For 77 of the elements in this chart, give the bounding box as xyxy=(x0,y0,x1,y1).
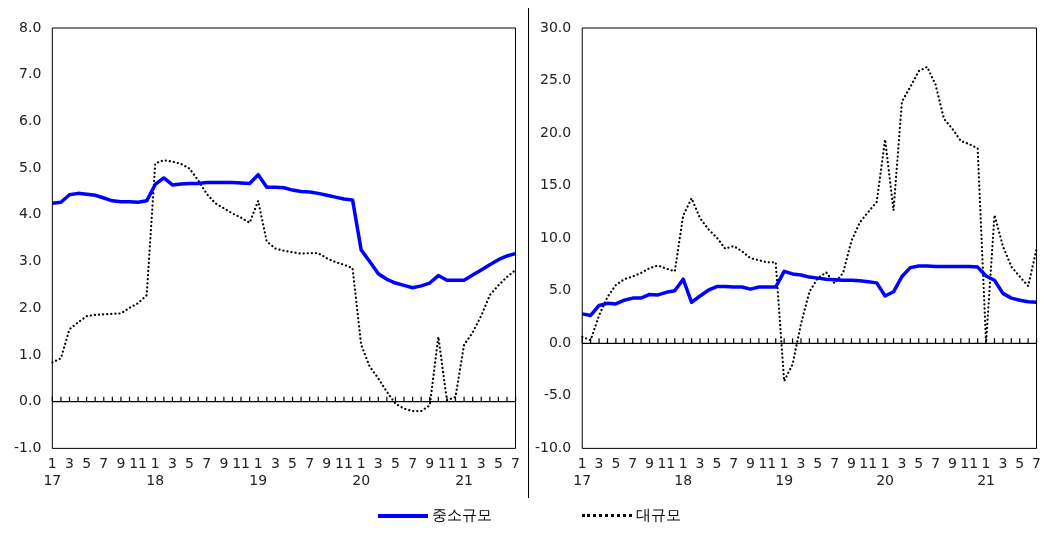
y-tick-label: 6.0 xyxy=(19,112,42,129)
x-tick-label: 1 18 xyxy=(674,455,693,489)
x-tick-label: 7 xyxy=(305,455,315,472)
x-tick-label: 1 21 xyxy=(455,455,473,489)
y-tick-label: 8.0 xyxy=(19,18,42,35)
y-tick-label: 30.0 xyxy=(540,18,572,35)
x-tick-label: 9 xyxy=(425,455,435,472)
x-tick-label: 7 xyxy=(729,455,739,472)
x-tick-label: 3 xyxy=(270,455,280,472)
y-tick-label: 3.0 xyxy=(19,252,42,269)
x-tick-label: 11 xyxy=(859,455,878,472)
x-tick-label: 7 xyxy=(931,455,941,472)
y-tick-label: 0.0 xyxy=(19,392,42,409)
x-tick-label: 5 xyxy=(914,455,924,472)
x-tick-label: 5 xyxy=(390,455,400,472)
x-tick-label: 9 xyxy=(219,455,229,472)
x-tick-label: 5 xyxy=(493,455,503,472)
x-tick-label: 9 xyxy=(645,455,654,472)
x-tick-label: 11 xyxy=(657,455,676,472)
x-tick-label: 1 17 xyxy=(573,455,592,489)
y-tick-label: -1.0 xyxy=(13,439,42,456)
x-tick-label: 9 xyxy=(746,455,755,472)
x-tick-label: 3 xyxy=(796,455,806,472)
x-tick-label: 3 xyxy=(167,455,177,472)
x-tick-label: 9 xyxy=(116,455,126,472)
x-tick-label: 1 20 xyxy=(352,455,371,489)
y-tick-label: 15.0 xyxy=(540,176,572,193)
x-tick-label: 7 xyxy=(628,455,638,472)
x-tick-label: 3 xyxy=(695,455,705,472)
x-tick-label: 3 xyxy=(373,455,383,472)
x-tick-label: 11 xyxy=(758,455,777,472)
y-tick-label: 5.0 xyxy=(548,281,572,298)
x-tick-label: 5 xyxy=(1015,455,1025,472)
y-tick-label: -10.0 xyxy=(534,439,572,456)
x-tick-label: 11 xyxy=(335,455,353,472)
y-tick-label: -5.0 xyxy=(543,386,572,403)
legend-label: 대규모 xyxy=(636,506,681,525)
x-tick-label: 9 xyxy=(846,455,856,472)
x-tick-label: 11 xyxy=(438,455,456,472)
x-tick-label: 1 19 xyxy=(249,455,268,489)
x-tick-label: 7 xyxy=(830,455,840,472)
x-tick-label: 7 xyxy=(511,455,521,472)
y-tick-label: 5.0 xyxy=(19,158,42,175)
y-tick-label: 2.0 xyxy=(19,298,42,315)
legend-label: 중소규모 xyxy=(432,506,492,525)
x-tick-label: 3 xyxy=(897,455,907,472)
x-tick-label: 9 xyxy=(947,455,957,472)
y-tick-label: 20.0 xyxy=(540,123,572,140)
x-tick-label: 5 xyxy=(813,455,823,472)
x-tick-label: 5 xyxy=(611,455,621,472)
x-tick-label: 7 xyxy=(1032,455,1042,472)
x-tick-label: 5 xyxy=(288,455,297,472)
x-tick-label: 3 xyxy=(476,455,486,472)
x-tick-label: 11 xyxy=(232,455,250,472)
y-tick-label: 25.0 xyxy=(540,71,572,88)
y-tick-label: 10.0 xyxy=(540,228,572,245)
x-tick-label: 7 xyxy=(99,455,109,472)
y-tick-label: 0.0 xyxy=(548,333,572,350)
x-tick-label: 1 17 xyxy=(43,455,62,489)
x-tick-label: 3 xyxy=(594,455,604,472)
x-tick-label: 3 xyxy=(998,455,1008,472)
x-tick-label: 1 20 xyxy=(876,455,895,489)
y-tick-label: 7.0 xyxy=(19,65,42,82)
x-tick-label: 11 xyxy=(129,455,148,472)
x-tick-label: 11 xyxy=(960,455,979,472)
y-tick-label: 4.0 xyxy=(19,205,42,222)
x-tick-label: 5 xyxy=(185,455,195,472)
x-tick-label: 1 21 xyxy=(977,455,995,489)
y-tick-label: 1.0 xyxy=(19,345,42,362)
x-tick-label: 1 18 xyxy=(146,455,165,489)
x-tick-label: 9 xyxy=(322,455,332,472)
x-tick-label: 7 xyxy=(408,455,418,472)
x-tick-label: 5 xyxy=(82,455,92,472)
x-tick-label: 7 xyxy=(202,455,212,472)
x-tick-label: 5 xyxy=(712,455,722,472)
x-tick-label: 3 xyxy=(65,455,74,472)
x-tick-label: 1 19 xyxy=(775,455,794,489)
